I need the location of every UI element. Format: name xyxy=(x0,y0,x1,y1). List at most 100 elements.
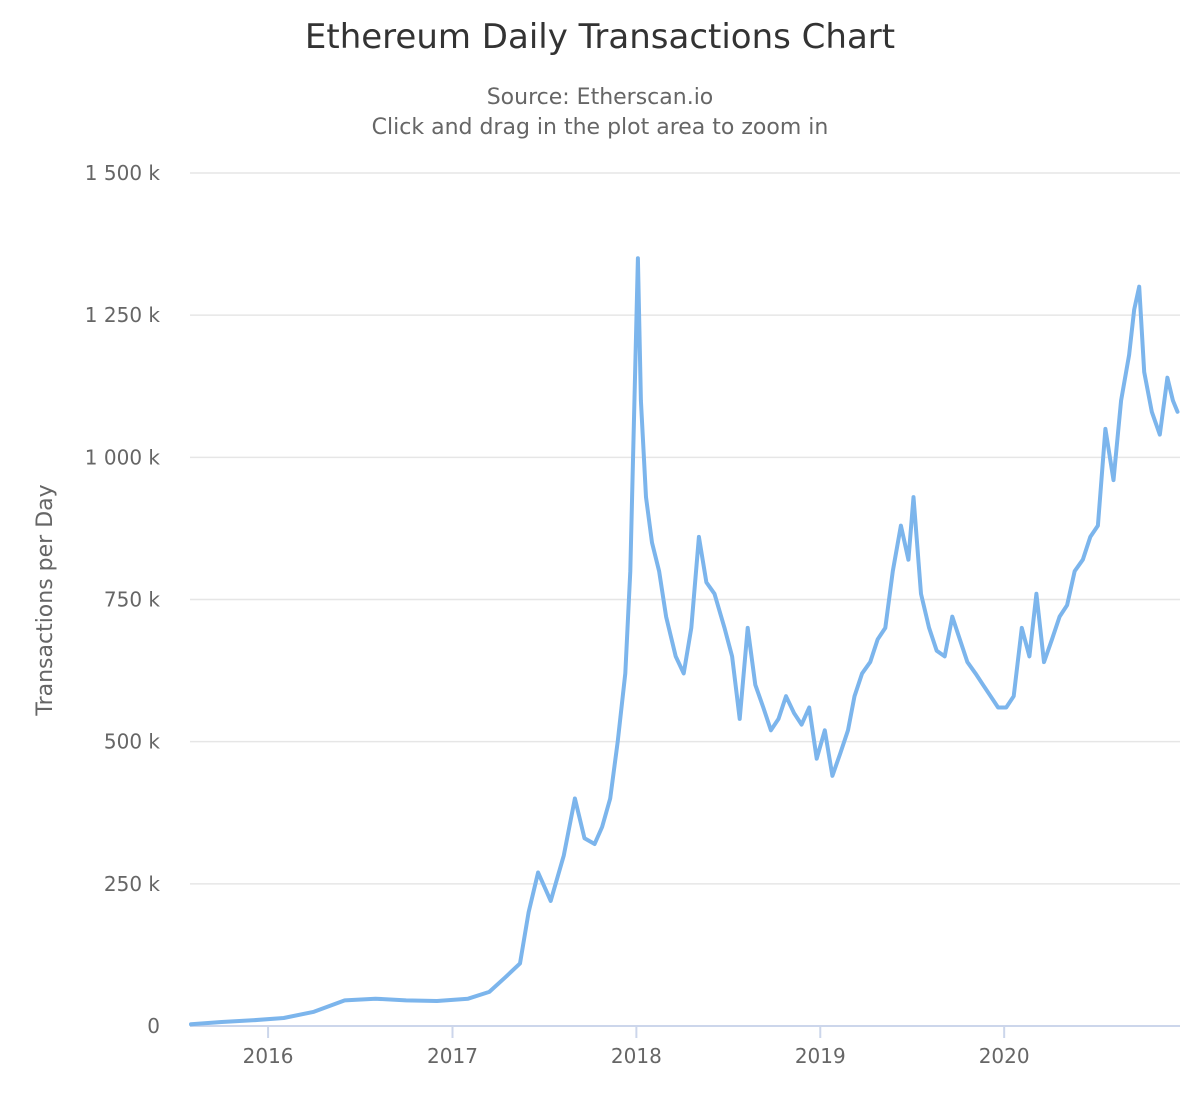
data-point[interactable] xyxy=(1119,399,1123,402)
data-point[interactable] xyxy=(838,751,842,755)
data-point[interactable] xyxy=(503,976,507,980)
data-point[interactable] xyxy=(674,654,678,658)
data-point[interactable] xyxy=(1058,615,1062,619)
data-point[interactable] xyxy=(518,961,522,965)
data-point[interactable] xyxy=(435,999,439,1003)
data-point[interactable] xyxy=(536,871,540,874)
data-point[interactable] xyxy=(636,256,640,260)
data-point[interactable] xyxy=(807,706,811,709)
data-point[interactable] xyxy=(906,558,910,562)
data-point[interactable] xyxy=(1088,535,1092,539)
data-point[interactable] xyxy=(697,535,701,539)
data-point[interactable] xyxy=(981,683,985,687)
data-point[interactable] xyxy=(943,654,947,658)
data-point[interactable] xyxy=(593,842,597,846)
data-point[interactable] xyxy=(868,660,872,664)
data-point[interactable] xyxy=(1081,558,1085,562)
data-point[interactable] xyxy=(713,592,716,596)
data-point[interactable] xyxy=(704,580,708,584)
data-point[interactable] xyxy=(1073,569,1077,573)
data-point[interactable] xyxy=(527,910,531,914)
data-point[interactable] xyxy=(608,797,612,800)
data-point[interactable] xyxy=(846,728,850,732)
data-point[interactable] xyxy=(730,654,734,658)
data-point[interactable] xyxy=(800,723,804,727)
data-point[interactable] xyxy=(1132,308,1136,311)
data-point[interactable] xyxy=(657,569,661,573)
data-point[interactable] xyxy=(876,637,880,641)
data-point[interactable] xyxy=(573,797,577,800)
data-point[interactable] xyxy=(738,717,742,721)
data-point[interactable] xyxy=(1137,285,1141,289)
data-point[interactable] xyxy=(860,671,864,675)
data-point[interactable] xyxy=(996,706,1000,709)
data-point[interactable] xyxy=(487,990,491,994)
data-point[interactable] xyxy=(220,1020,224,1024)
data-point[interactable] xyxy=(950,615,954,619)
data-point[interactable] xyxy=(1034,592,1038,596)
data-point[interactable] xyxy=(958,637,962,641)
data-point[interactable] xyxy=(616,740,620,744)
data-point[interactable] xyxy=(1042,660,1046,664)
data-point[interactable] xyxy=(974,671,977,675)
data-point[interactable] xyxy=(644,495,648,499)
data-point[interactable] xyxy=(830,774,834,778)
data-point[interactable] xyxy=(1171,399,1175,402)
data-point[interactable] xyxy=(1004,706,1008,709)
data-point[interactable] xyxy=(583,836,586,840)
data-point[interactable] xyxy=(935,649,939,653)
data-point[interactable] xyxy=(549,899,553,903)
data-point[interactable] xyxy=(1142,370,1146,374)
data-point[interactable] xyxy=(1176,410,1179,414)
data-point[interactable] xyxy=(664,615,668,619)
data-point[interactable] xyxy=(1165,376,1169,380)
data-point[interactable] xyxy=(784,694,788,698)
data-point[interactable] xyxy=(1127,353,1131,357)
data-point[interactable] xyxy=(761,706,765,709)
data-point[interactable] xyxy=(373,997,377,1001)
data-point[interactable] xyxy=(1112,478,1115,482)
data-point[interactable] xyxy=(965,660,969,664)
data-point[interactable] xyxy=(792,711,796,715)
data-point[interactable] xyxy=(639,399,643,402)
data-point[interactable] xyxy=(404,998,408,1002)
data-point[interactable] xyxy=(1065,603,1069,607)
data-point[interactable] xyxy=(853,694,856,698)
data-point[interactable] xyxy=(883,626,887,630)
data-point[interactable] xyxy=(723,626,726,630)
data-point[interactable] xyxy=(1158,433,1162,437)
data-point[interactable] xyxy=(746,626,750,630)
data-point[interactable] xyxy=(919,592,923,596)
data-point[interactable] xyxy=(815,757,819,761)
data-point[interactable] xyxy=(753,683,757,687)
data-point[interactable] xyxy=(251,1018,254,1022)
data-point[interactable] xyxy=(623,671,627,675)
data-point[interactable] xyxy=(600,825,604,829)
data-point[interactable] xyxy=(466,997,470,1001)
data-point[interactable] xyxy=(282,1016,286,1020)
data-point[interactable] xyxy=(628,569,632,573)
series-line[interactable] xyxy=(189,256,1180,1027)
data-point[interactable] xyxy=(1050,637,1054,641)
data-point[interactable] xyxy=(689,626,693,630)
data-point[interactable] xyxy=(891,569,895,573)
data-point[interactable] xyxy=(682,671,686,675)
data-point[interactable] xyxy=(989,694,993,698)
data-point[interactable] xyxy=(777,717,780,721)
data-point[interactable] xyxy=(823,728,827,732)
data-point[interactable] xyxy=(343,998,347,1002)
data-point[interactable] xyxy=(927,626,931,630)
data-point[interactable] xyxy=(899,524,903,528)
data-point[interactable] xyxy=(912,495,915,499)
data-point[interactable] xyxy=(1150,410,1154,414)
data-point[interactable] xyxy=(769,728,773,732)
series-layer[interactable] xyxy=(189,256,1180,1027)
data-point[interactable] xyxy=(562,853,566,857)
data-point[interactable] xyxy=(650,541,654,545)
data-point[interactable] xyxy=(1103,427,1107,431)
data-point[interactable] xyxy=(1027,654,1031,658)
data-point[interactable] xyxy=(312,1010,316,1014)
data-point[interactable] xyxy=(1020,626,1024,630)
